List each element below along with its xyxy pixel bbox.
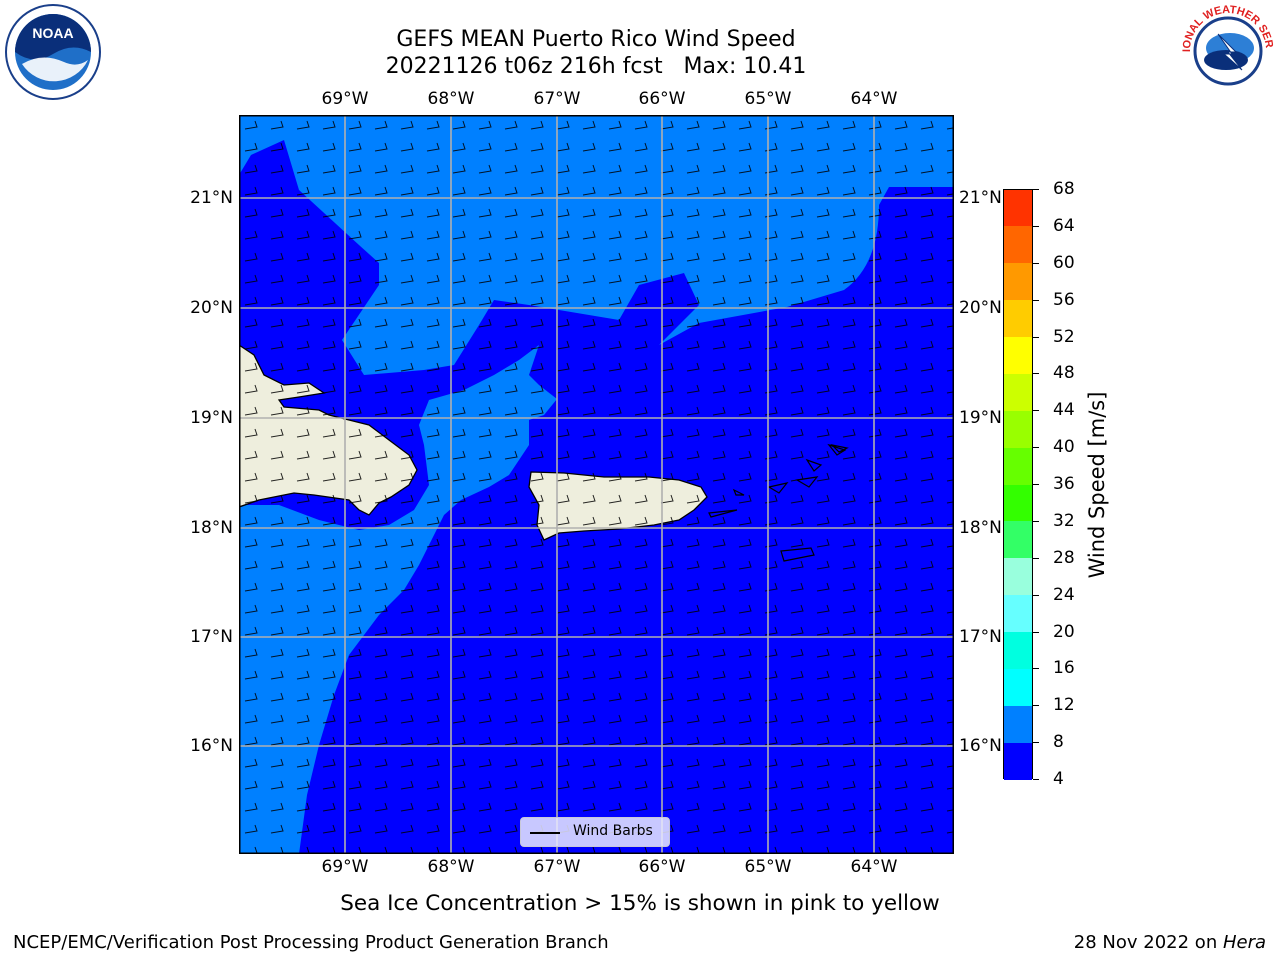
colorbar-tick-label: 36 — [1053, 474, 1075, 494]
wind-speed-map — [239, 115, 954, 854]
colorbar-band — [1004, 410, 1032, 448]
footer-left: NCEP/EMC/Verification Post Processing Pr… — [13, 932, 609, 953]
colorbar-tick-mark — [1033, 779, 1039, 780]
lat-tick-left: 18°N — [190, 518, 233, 538]
lon-tick-top: 64°W — [850, 89, 898, 109]
colorbar-tick-label: 44 — [1053, 400, 1075, 421]
colorbar-tick-label: 64 — [1053, 215, 1075, 236]
wind-barb-legend-label: Wind Barbs — [573, 823, 653, 839]
colorbar-tick-mark — [1033, 742, 1039, 744]
colorbar-band — [1004, 189, 1032, 227]
colorbar-tick-mark — [1033, 668, 1039, 670]
colorbar-tick-label: 24 — [1053, 584, 1075, 605]
lat-tick-right: 16°N — [959, 736, 1002, 756]
colorbar-tick-label: 4 — [1053, 769, 1064, 789]
noaa-logo-text: NOAA — [32, 25, 73, 41]
colorbar-tick-mark — [1033, 631, 1039, 633]
colorbar-tick-mark — [1033, 557, 1039, 559]
colorbar-tick-mark — [1033, 447, 1039, 449]
lon-tick-bottom: 69°W — [321, 857, 369, 877]
colorbar-tick-mark — [1033, 484, 1039, 485]
noaa-logo: NOAA — [5, 4, 101, 100]
lat-tick-right: 19°N — [959, 408, 1002, 428]
colorbar-band — [1004, 484, 1032, 522]
colorbar-band — [1004, 337, 1032, 374]
colorbar-tick-label: 40 — [1053, 437, 1075, 458]
chart-title: GEFS MEAN Puerto Rico Wind Speed — [396, 27, 796, 52]
colorbar-band — [1004, 595, 1032, 632]
lat-tick-left: 17°N — [190, 627, 233, 647]
colorbar — [1003, 189, 1033, 780]
lon-tick-top: 67°W — [533, 89, 581, 109]
lon-tick-bottom: 66°W — [638, 857, 686, 877]
colorbar-band — [1004, 632, 1032, 669]
lon-tick-bottom: 64°W — [850, 857, 898, 877]
colorbar-band — [1004, 668, 1032, 706]
wind-barb-legend-line — [530, 832, 560, 834]
colorbar-tick-mark — [1033, 410, 1039, 412]
colorbar-band — [1004, 263, 1032, 301]
lat-tick-right: 21°N — [959, 188, 1002, 208]
colorbar-tick-label: 16 — [1053, 658, 1075, 679]
colorbar-band — [1004, 521, 1032, 559]
sea-ice-caption: Sea Ice Concentration > 15% is shown in … — [340, 891, 940, 916]
lon-tick-bottom: 67°W — [533, 857, 581, 877]
colorbar-band — [1004, 558, 1032, 596]
footer-right: 28 Nov 2022 on Hera — [1074, 932, 1266, 953]
colorbar-tick-mark — [1033, 189, 1039, 190]
lat-tick-left: 20°N — [190, 298, 233, 318]
colorbar-tick-mark — [1033, 225, 1039, 227]
lon-tick-top: 69°W — [321, 89, 369, 109]
colorbar-tick-mark — [1033, 262, 1039, 264]
lat-tick-right: 17°N — [959, 627, 1002, 647]
colorbar-tick-label: 56 — [1053, 289, 1075, 310]
lat-tick-right: 20°N — [959, 298, 1002, 318]
colorbar-tick-mark — [1033, 373, 1039, 375]
colorbar-tick-mark — [1033, 336, 1039, 338]
colorbar-label: Wind Speed [m/s] — [1085, 391, 1109, 579]
colorbar-tick-mark — [1033, 520, 1039, 522]
colorbar-tick-label: 8 — [1053, 732, 1064, 753]
map-legend: Wind Barbs — [520, 817, 670, 847]
lon-tick-top: 68°W — [427, 89, 475, 109]
lon-tick-top: 65°W — [744, 89, 792, 109]
colorbar-tick-label: 12 — [1053, 695, 1075, 716]
colorbar-band — [1004, 373, 1032, 411]
lon-tick-bottom: 68°W — [427, 857, 475, 877]
colorbar-tick-label: 60 — [1053, 252, 1075, 273]
lon-tick-top: 66°W — [638, 89, 686, 109]
lat-tick-right: 18°N — [959, 518, 1002, 538]
colorbar-tick-label: 28 — [1053, 547, 1075, 568]
colorbar-tick-label: 68 — [1053, 179, 1075, 199]
chart-subtitle: 20221126 t06z 216h fcst Max: 10.41 — [385, 54, 807, 79]
colorbar-band — [1004, 447, 1032, 485]
lat-tick-left: 21°N — [190, 188, 233, 208]
colorbar-tick-mark — [1033, 299, 1039, 301]
colorbar-band — [1004, 742, 1032, 780]
nws-logo: NATIONAL WEATHER SERVICE — [1178, 2, 1275, 97]
colorbar-tick-label: 52 — [1053, 326, 1075, 347]
colorbar-tick-mark — [1033, 594, 1039, 596]
colorbar-tick-label: 32 — [1053, 510, 1075, 531]
colorbar-tick-label: 20 — [1053, 621, 1075, 642]
colorbar-tick-mark — [1033, 705, 1039, 707]
footer-host: Hera — [1222, 932, 1266, 953]
colorbar-band — [1004, 300, 1032, 337]
colorbar-band — [1004, 226, 1032, 264]
lat-tick-left: 16°N — [190, 736, 233, 756]
colorbar-band — [1004, 705, 1032, 743]
footer-date: 28 Nov 2022 on — [1073, 932, 1223, 953]
lat-tick-left: 19°N — [190, 408, 233, 428]
colorbar-tick-label: 48 — [1053, 363, 1075, 384]
lon-tick-bottom: 65°W — [744, 857, 792, 877]
